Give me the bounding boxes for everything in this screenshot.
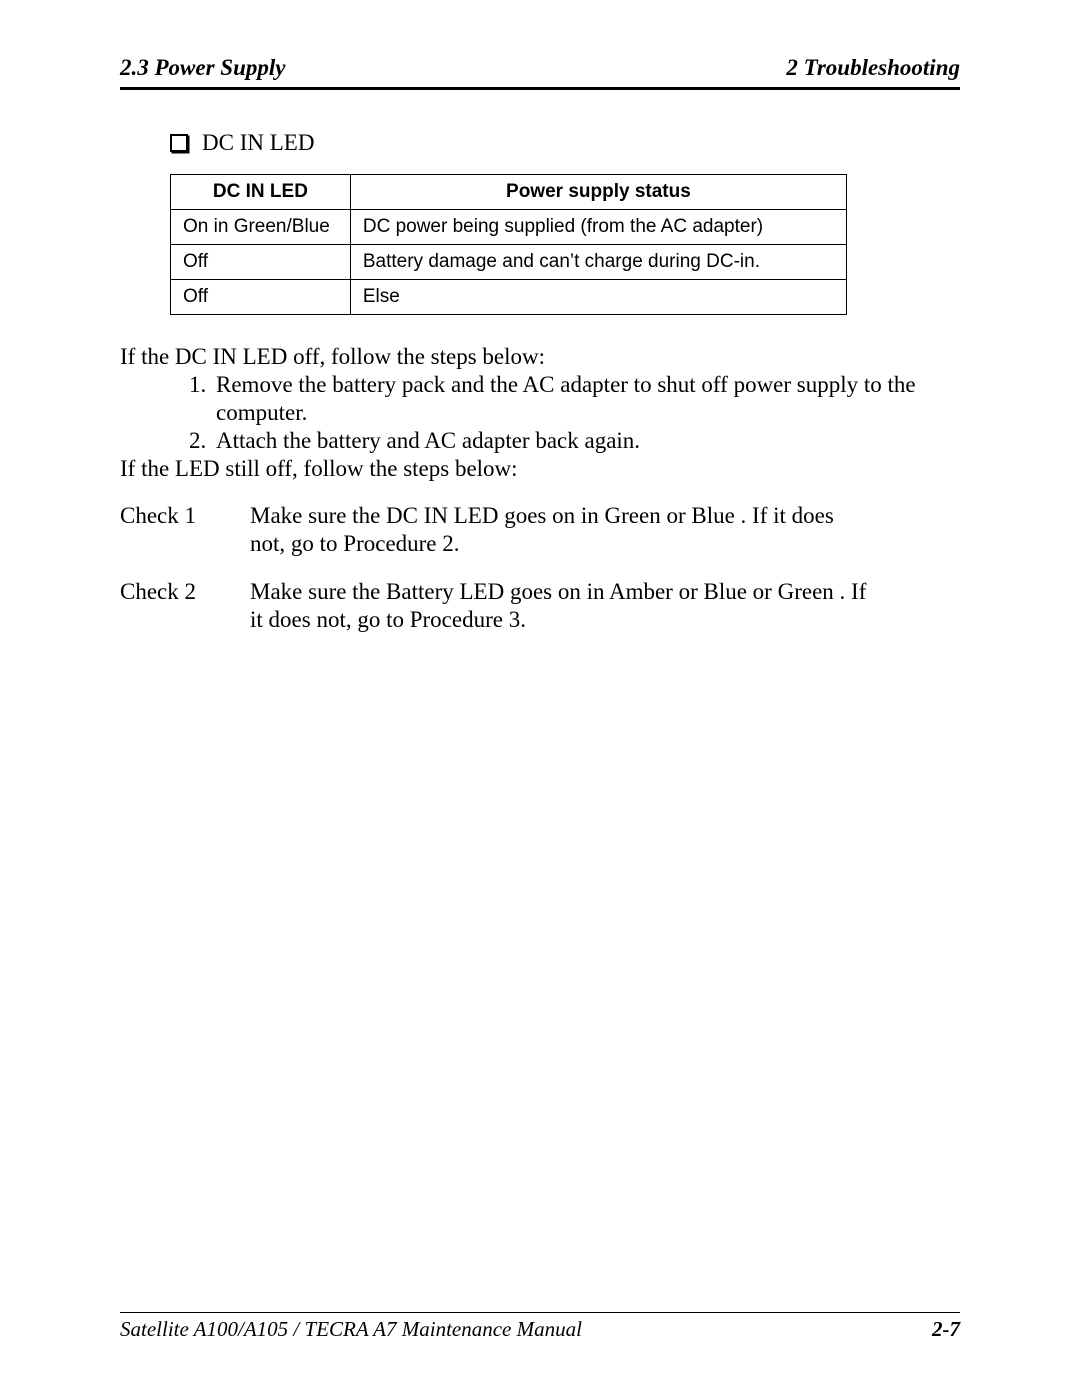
footer-left: Satellite A100/A105 / TECRA A7 Maintenan… xyxy=(120,1317,582,1342)
paragraph: If the DC IN LED off, follow the steps b… xyxy=(120,343,960,371)
col-header-led: DC IN LED xyxy=(171,175,351,210)
table-header-row: DC IN LED Power supply status xyxy=(171,175,847,210)
numbered-steps: Remove the battery pack and the AC adapt… xyxy=(212,371,960,455)
header-right: 2 Troubleshooting xyxy=(786,55,960,81)
page-number: 2-7 xyxy=(932,1317,960,1342)
list-item: Remove the battery pack and the AC adapt… xyxy=(212,371,960,427)
dc-in-led-table: DC IN LED Power supply status On in Gree… xyxy=(170,174,847,315)
check-label: Check 1 xyxy=(120,502,210,558)
list-item: Attach the battery and AC adapter back a… xyxy=(212,427,960,455)
paragraph: If the LED still off, follow the steps b… xyxy=(120,455,960,483)
running-footer: Satellite A100/A105 / TECRA A7 Maintenan… xyxy=(120,1312,960,1342)
cell: Else xyxy=(350,280,846,315)
checkbox-icon xyxy=(170,134,188,152)
cell: Off xyxy=(171,280,351,315)
cell: On in Green/Blue xyxy=(171,210,351,245)
table-row: On in Green/Blue DC power being supplied… xyxy=(171,210,847,245)
section-title: DC IN LED xyxy=(202,130,314,156)
section-bullet: DC IN LED xyxy=(170,130,960,156)
check-item: Check 2 Make sure the Battery LED goes o… xyxy=(120,578,960,634)
running-header: 2.3 Power Supply 2 Troubleshooting xyxy=(120,55,960,90)
col-header-status: Power supply status xyxy=(350,175,846,210)
check-text: Make sure the DC IN LED goes on in Green… xyxy=(250,502,870,558)
check-text: Make sure the Battery LED goes on in Amb… xyxy=(250,578,870,634)
cell: Battery damage and can’t charge during D… xyxy=(350,245,846,280)
check-item: Check 1 Make sure the DC IN LED goes on … xyxy=(120,502,960,558)
table-row: Off Battery damage and can’t charge duri… xyxy=(171,245,847,280)
page: 2.3 Power Supply 2 Troubleshooting DC IN… xyxy=(120,55,960,1342)
content: DC IN LED DC IN LED Power supply status … xyxy=(120,90,960,635)
cell: Off xyxy=(171,245,351,280)
cell: DC power being supplied (from the AC ada… xyxy=(350,210,846,245)
check-label: Check 2 xyxy=(120,578,210,634)
header-left: 2.3 Power Supply xyxy=(120,55,285,81)
table-row: Off Else xyxy=(171,280,847,315)
